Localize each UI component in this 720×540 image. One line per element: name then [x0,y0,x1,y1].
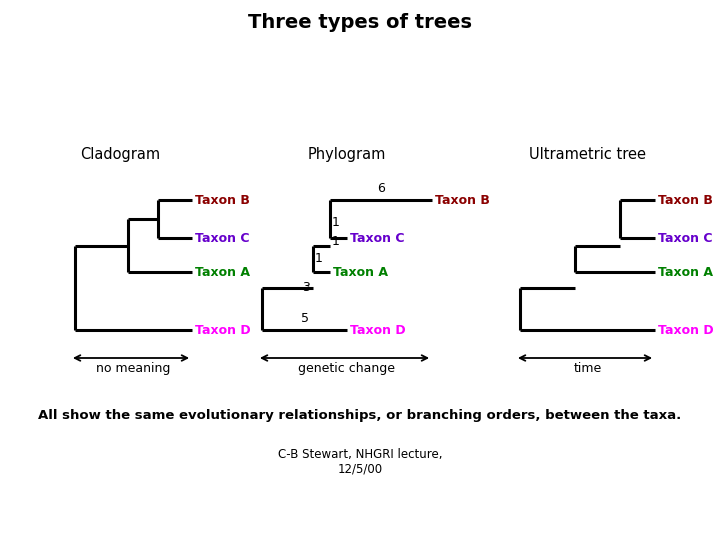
Text: 1: 1 [332,235,340,248]
Text: Taxon B: Taxon B [658,193,713,206]
Text: Taxon D: Taxon D [195,323,251,336]
Text: Taxon B: Taxon B [435,193,490,206]
Text: 5: 5 [300,312,308,325]
Text: Taxon C: Taxon C [350,232,405,245]
Text: C-B Stewart, NHGRI lecture,
12/5/00: C-B Stewart, NHGRI lecture, 12/5/00 [278,448,442,476]
Text: Taxon C: Taxon C [195,232,250,245]
Text: Taxon A: Taxon A [195,266,250,279]
Text: 1: 1 [315,252,323,265]
Text: 6: 6 [377,182,385,195]
Text: Taxon C: Taxon C [658,232,713,245]
Text: All show the same evolutionary relationships, or branching orders, between the t: All show the same evolutionary relations… [38,408,682,422]
Text: Taxon D: Taxon D [350,323,405,336]
Text: Three types of trees: Three types of trees [248,13,472,32]
Text: Taxon B: Taxon B [195,193,250,206]
Text: genetic change: genetic change [299,362,395,375]
Text: Taxon D: Taxon D [658,323,714,336]
Text: Ultrametric tree: Ultrametric tree [529,147,646,162]
Text: time: time [573,362,602,375]
Text: 1: 1 [332,216,340,229]
Text: no meaning: no meaning [96,362,171,375]
Text: Taxon A: Taxon A [658,266,713,279]
Text: Taxon A: Taxon A [333,266,388,279]
Text: Cladogram: Cladogram [80,147,160,162]
Text: 3: 3 [302,281,310,294]
Text: Phylogram: Phylogram [308,147,386,162]
